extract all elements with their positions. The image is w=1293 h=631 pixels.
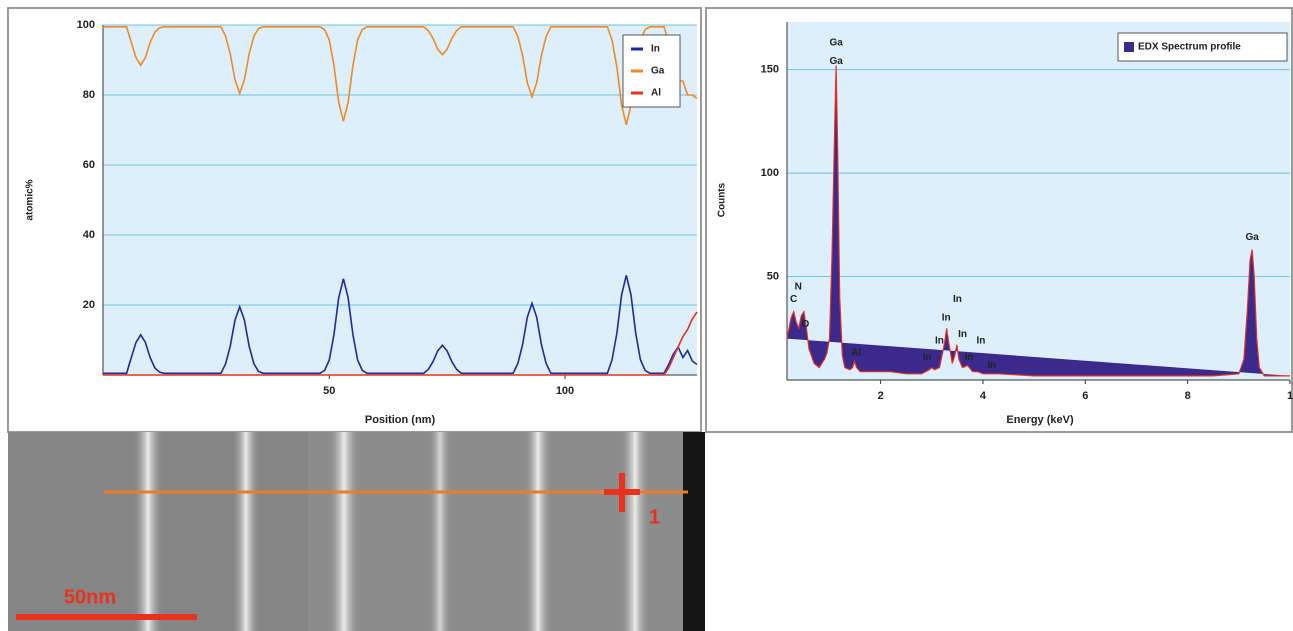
plot-area <box>787 22 1290 380</box>
y-tick-label: 20 <box>83 299 95 311</box>
peak-label: In <box>965 352 974 363</box>
peak-label: In <box>935 335 944 346</box>
x-tick-label: 2 <box>878 390 884 402</box>
data-line <box>103 26 698 125</box>
y-tick-label: 80 <box>83 89 95 101</box>
peak-label: In <box>987 360 996 371</box>
y-tick-label: 40 <box>83 229 95 241</box>
peak-label: Ga <box>1245 232 1259 243</box>
spectrum-area <box>786 65 1290 377</box>
peak-label: In <box>958 329 967 340</box>
x-axis-label: Position (nm) <box>365 414 436 426</box>
legend-label: EDX Spectrum profile <box>1138 42 1241 53</box>
x-tick-label: 100 <box>556 385 574 397</box>
y-axis-label: atomic% <box>25 179 36 220</box>
x-tick-label: 4 <box>980 390 987 402</box>
peak-label: O <box>802 319 810 330</box>
legend-label: Al <box>651 88 661 99</box>
x-axis-label: Energy (keV) <box>1006 414 1074 426</box>
legend-label: Ga <box>651 66 665 77</box>
legend-swatch <box>1124 42 1134 52</box>
y-tick-label: 50 <box>767 270 779 282</box>
y-tick-label: 100 <box>77 19 95 31</box>
plot-area <box>103 25 697 375</box>
y-tick-label: 100 <box>761 167 779 179</box>
peak-label: In <box>953 294 962 305</box>
legend-box <box>1117 32 1288 62</box>
y-tick-label: 60 <box>83 159 95 171</box>
micrograph: 1 50nm <box>8 432 705 631</box>
peak-label: Ga <box>829 56 843 67</box>
x-tick-label: 8 <box>1185 390 1191 402</box>
peak-label: C <box>790 294 797 305</box>
x-tick-label: 50 <box>323 385 335 397</box>
x-tick-label: 6 <box>1082 390 1088 402</box>
peak-label: Al <box>851 348 861 359</box>
peak-label: Ga <box>829 37 843 48</box>
peak-label: In <box>923 352 932 363</box>
peak-label: In <box>942 313 951 324</box>
y-axis-label: Counts <box>717 182 728 217</box>
y-tick-label: 150 <box>761 64 779 76</box>
data-line <box>103 311 698 376</box>
legend-label: In <box>651 44 660 55</box>
peak-label: N <box>795 282 802 293</box>
scale-bar-label: 50nm <box>64 586 116 608</box>
peak-label: In <box>976 335 985 346</box>
x-tick-label: 1 <box>1287 390 1293 402</box>
data-line <box>103 275 698 375</box>
marker-label: 1 <box>649 506 660 528</box>
